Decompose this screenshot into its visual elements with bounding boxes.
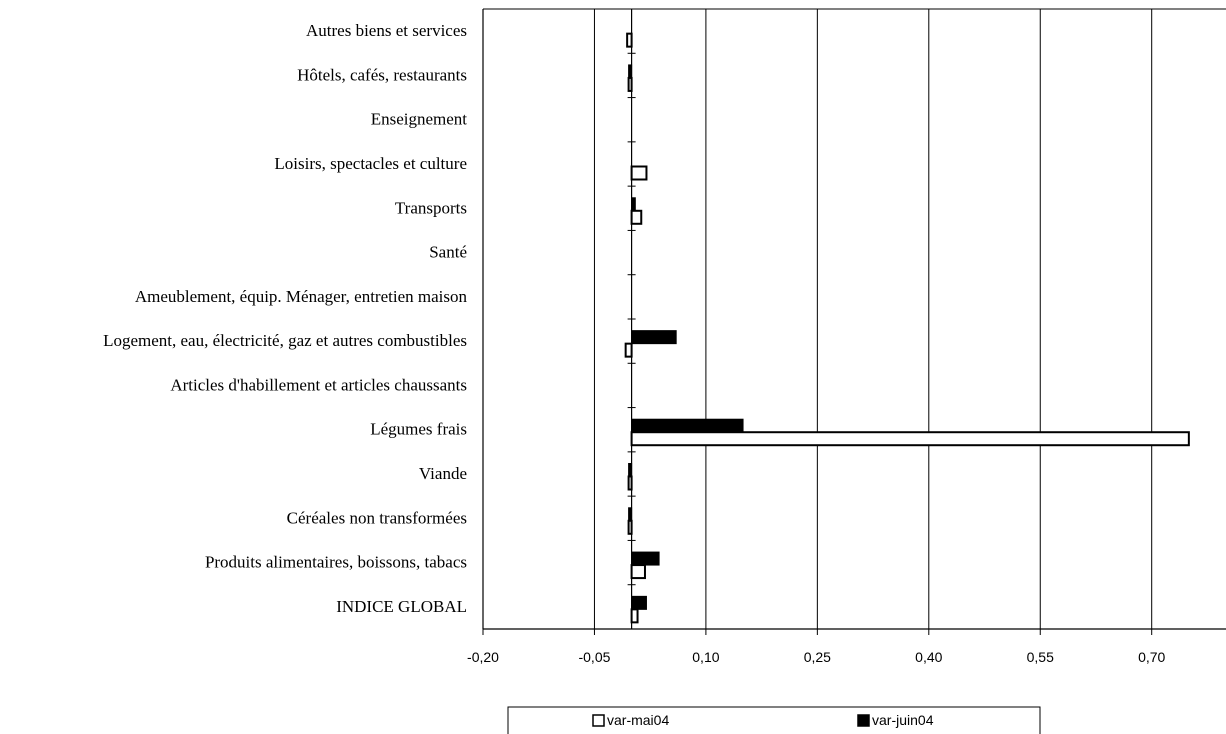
x-tick-label: 0,55 [1027,649,1054,665]
legend-swatch-var-juin04 [857,714,870,727]
x-tick-label: 0,25 [804,649,831,665]
bar-var-juin04 [631,595,647,610]
bar-var-juin04 [631,551,660,566]
category-axis [627,8,636,630]
category-label: Viande [419,464,467,483]
category-label: Légumes frais [370,420,467,439]
legend: var-mai04 var-juin04 [507,706,1041,734]
category-label: Enseignement [371,110,468,129]
bar-var-mai04 [630,608,639,624]
bar-var-mai04 [624,342,633,358]
x-tick-label: 0,10 [692,649,719,665]
category-label: Logement, eau, électricité, gaz et autre… [103,331,467,350]
x-tick-labels: -0,20 -0,05 0,10 0,25 0,40 0,55 0,70 [467,649,1165,665]
x-tick-label: 0,70 [1138,649,1165,665]
bar-var-mai04 [630,209,643,225]
category-label: Transports [395,198,467,217]
category-label: Loisirs, spectacles et culture [274,154,467,173]
x-tick-label: -0,20 [467,649,499,665]
legend-swatch-var-mai04 [592,714,605,727]
gridlines [482,9,1153,635]
category-label: Santé [429,243,467,262]
bar-var-mai04 [630,431,1190,447]
category-label: Céréales non transformées [287,508,467,527]
category-label: Autres biens et services [306,21,467,40]
x-tick-label: -0,05 [578,649,610,665]
category-label: INDICE GLOBAL [336,597,467,616]
legend-label-var-juin04: var-juin04 [872,712,934,728]
category-labels: Autres biens et services Hôtels, cafés, r… [103,21,467,616]
bar-var-juin04 [631,330,677,345]
bar-var-mai04 [626,32,633,48]
legend-label-var-mai04: var-mai04 [607,712,669,728]
bar-var-juin04 [631,418,744,433]
legend-box [507,706,1041,734]
category-label: Articles d'habillement et articles chaus… [170,375,467,394]
bar-var-mai04 [630,564,646,580]
category-label: Ameublement, équip. Ménager, entretien m… [135,287,468,306]
category-label: Hôtels, cafés, restaurants [297,65,467,84]
bars [624,32,1190,624]
category-label: Produits alimentaires, boissons, tabacs [205,553,467,572]
plot-area [483,9,1226,629]
bar-var-mai04 [630,165,648,181]
x-tick-label: 0,40 [915,649,942,665]
